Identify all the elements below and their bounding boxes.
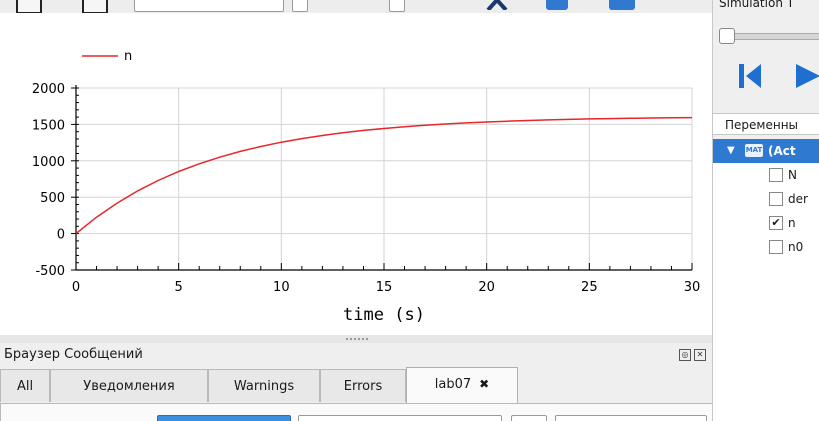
plot-type-combobox[interactable] <box>134 0 284 12</box>
fit-to-window-button[interactable] <box>16 0 42 13</box>
close-icon[interactable]: ✕ <box>694 349 706 361</box>
chart-ticks: 0 5 10 15 20 25 30 2000 1500 1000 500 0 -500 <box>32 82 700 295</box>
variable-label: der <box>788 192 808 206</box>
message-browser-header: Браузер Сообщений ◎ ✕ <box>0 343 712 367</box>
tab-notifications[interactable]: Уведомления <box>50 369 208 402</box>
chart-series <box>75 116 693 235</box>
variable-item[interactable]: N <box>713 163 819 187</box>
variable-checkbox[interactable] <box>769 240 783 254</box>
tab-lab07[interactable]: lab07 ✖ <box>406 367 518 404</box>
variable-item[interactable]: ✔ n <box>713 211 819 235</box>
message-browser-title: Браузер Сообщений <box>4 347 143 362</box>
variable-checkbox[interactable] <box>769 192 783 206</box>
toolbar <box>0 0 712 13</box>
time-slider-handle[interactable] <box>719 28 735 44</box>
x-tick-label: 0 <box>72 280 80 295</box>
series-line <box>75 116 693 235</box>
clear-icon[interactable] <box>485 0 509 12</box>
y-tick-label: 0 <box>57 228 65 243</box>
tab-errors[interactable]: Errors <box>320 369 406 402</box>
line-chart: 0 5 10 15 20 25 30 2000 1500 1000 500 0 -500 n time … <box>32 49 700 325</box>
tab-label: Warnings <box>233 379 295 394</box>
splitter[interactable] <box>0 335 712 343</box>
variable-label: n <box>788 216 796 230</box>
plot-area[interactable]: 0 5 10 15 20 25 30 2000 1500 1000 500 0 -500 n time … <box>0 13 712 335</box>
message-content <box>0 404 712 421</box>
tab-label: All <box>16 379 34 394</box>
chart-grid <box>75 87 693 271</box>
tab-label: Errors <box>343 379 383 394</box>
print-icon[interactable] <box>609 0 635 10</box>
rewind-icon[interactable] <box>737 62 763 90</box>
y-tick-label: 2000 <box>32 82 65 97</box>
legend-label: n <box>124 49 132 64</box>
float-icon[interactable]: ◎ <box>679 349 691 361</box>
variable-checkbox[interactable]: ✔ <box>769 216 783 230</box>
variables-header: Переменны <box>713 113 819 135</box>
time-slider[interactable] <box>725 33 819 40</box>
toggle-button[interactable] <box>511 415 547 421</box>
x-tick-label: 15 <box>376 280 393 295</box>
variable-label: n0 <box>788 240 804 254</box>
root-label: (Act <box>768 144 796 158</box>
variable-item[interactable]: der <box>713 187 819 211</box>
log-checkbox[interactable] <box>389 0 405 12</box>
action-button[interactable] <box>157 415 291 421</box>
variable-checkbox[interactable] <box>769 168 783 182</box>
x-tick-label: 10 <box>273 280 290 295</box>
play-icon[interactable] <box>793 62 819 90</box>
variable-label: N <box>788 168 797 182</box>
simulation-time-label: Simulation T <box>719 0 795 10</box>
message-tabs: All Уведомления Warnings Errors lab07 ✖ <box>0 367 712 404</box>
filter-field[interactable] <box>298 415 502 421</box>
variables-empty-area <box>713 259 819 421</box>
mat-file-icon: MAT <box>745 144 763 157</box>
splitter-grip[interactable] <box>346 338 368 340</box>
expand-caret-icon[interactable]: ▼ <box>727 145 735 156</box>
grid-checkbox[interactable] <box>292 0 308 12</box>
search-field[interactable] <box>555 415 707 421</box>
tab-label: lab07 <box>434 377 472 392</box>
x-axis-label: time (s) <box>343 305 425 325</box>
x-tick-label: 20 <box>478 280 495 295</box>
close-tab-icon[interactable]: ✖ <box>479 377 490 391</box>
export-icon[interactable] <box>546 0 568 10</box>
auto-scale-button[interactable] <box>82 0 108 13</box>
variables-tree-root[interactable]: ▼ MAT (Act <box>713 139 819 163</box>
tab-all[interactable]: All <box>0 369 50 402</box>
tab-label: Уведомления <box>83 379 175 394</box>
x-tick-label: 25 <box>581 280 598 295</box>
x-tick-label: 5 <box>175 280 183 295</box>
variable-item[interactable]: n0 <box>713 235 819 259</box>
tab-warnings[interactable]: Warnings <box>208 369 320 402</box>
tab-divider <box>0 403 712 404</box>
y-tick-label: 1500 <box>32 118 65 133</box>
y-tick-label: 500 <box>40 191 65 206</box>
variables-panel: Simulation T Переменны ▼ MAT (Act N der … <box>712 0 819 421</box>
x-tick-label: 30 <box>684 280 701 295</box>
y-tick-label: -500 <box>35 264 65 279</box>
y-tick-label: 1000 <box>32 155 65 170</box>
chart-legend: n <box>82 49 132 64</box>
